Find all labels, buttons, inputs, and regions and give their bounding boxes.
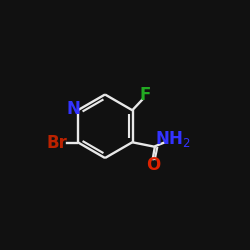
Text: O: O [146, 156, 160, 174]
Text: Br: Br [46, 134, 67, 152]
Text: NH$_2$: NH$_2$ [155, 129, 190, 149]
Text: F: F [140, 86, 151, 104]
Text: N: N [66, 100, 80, 118]
